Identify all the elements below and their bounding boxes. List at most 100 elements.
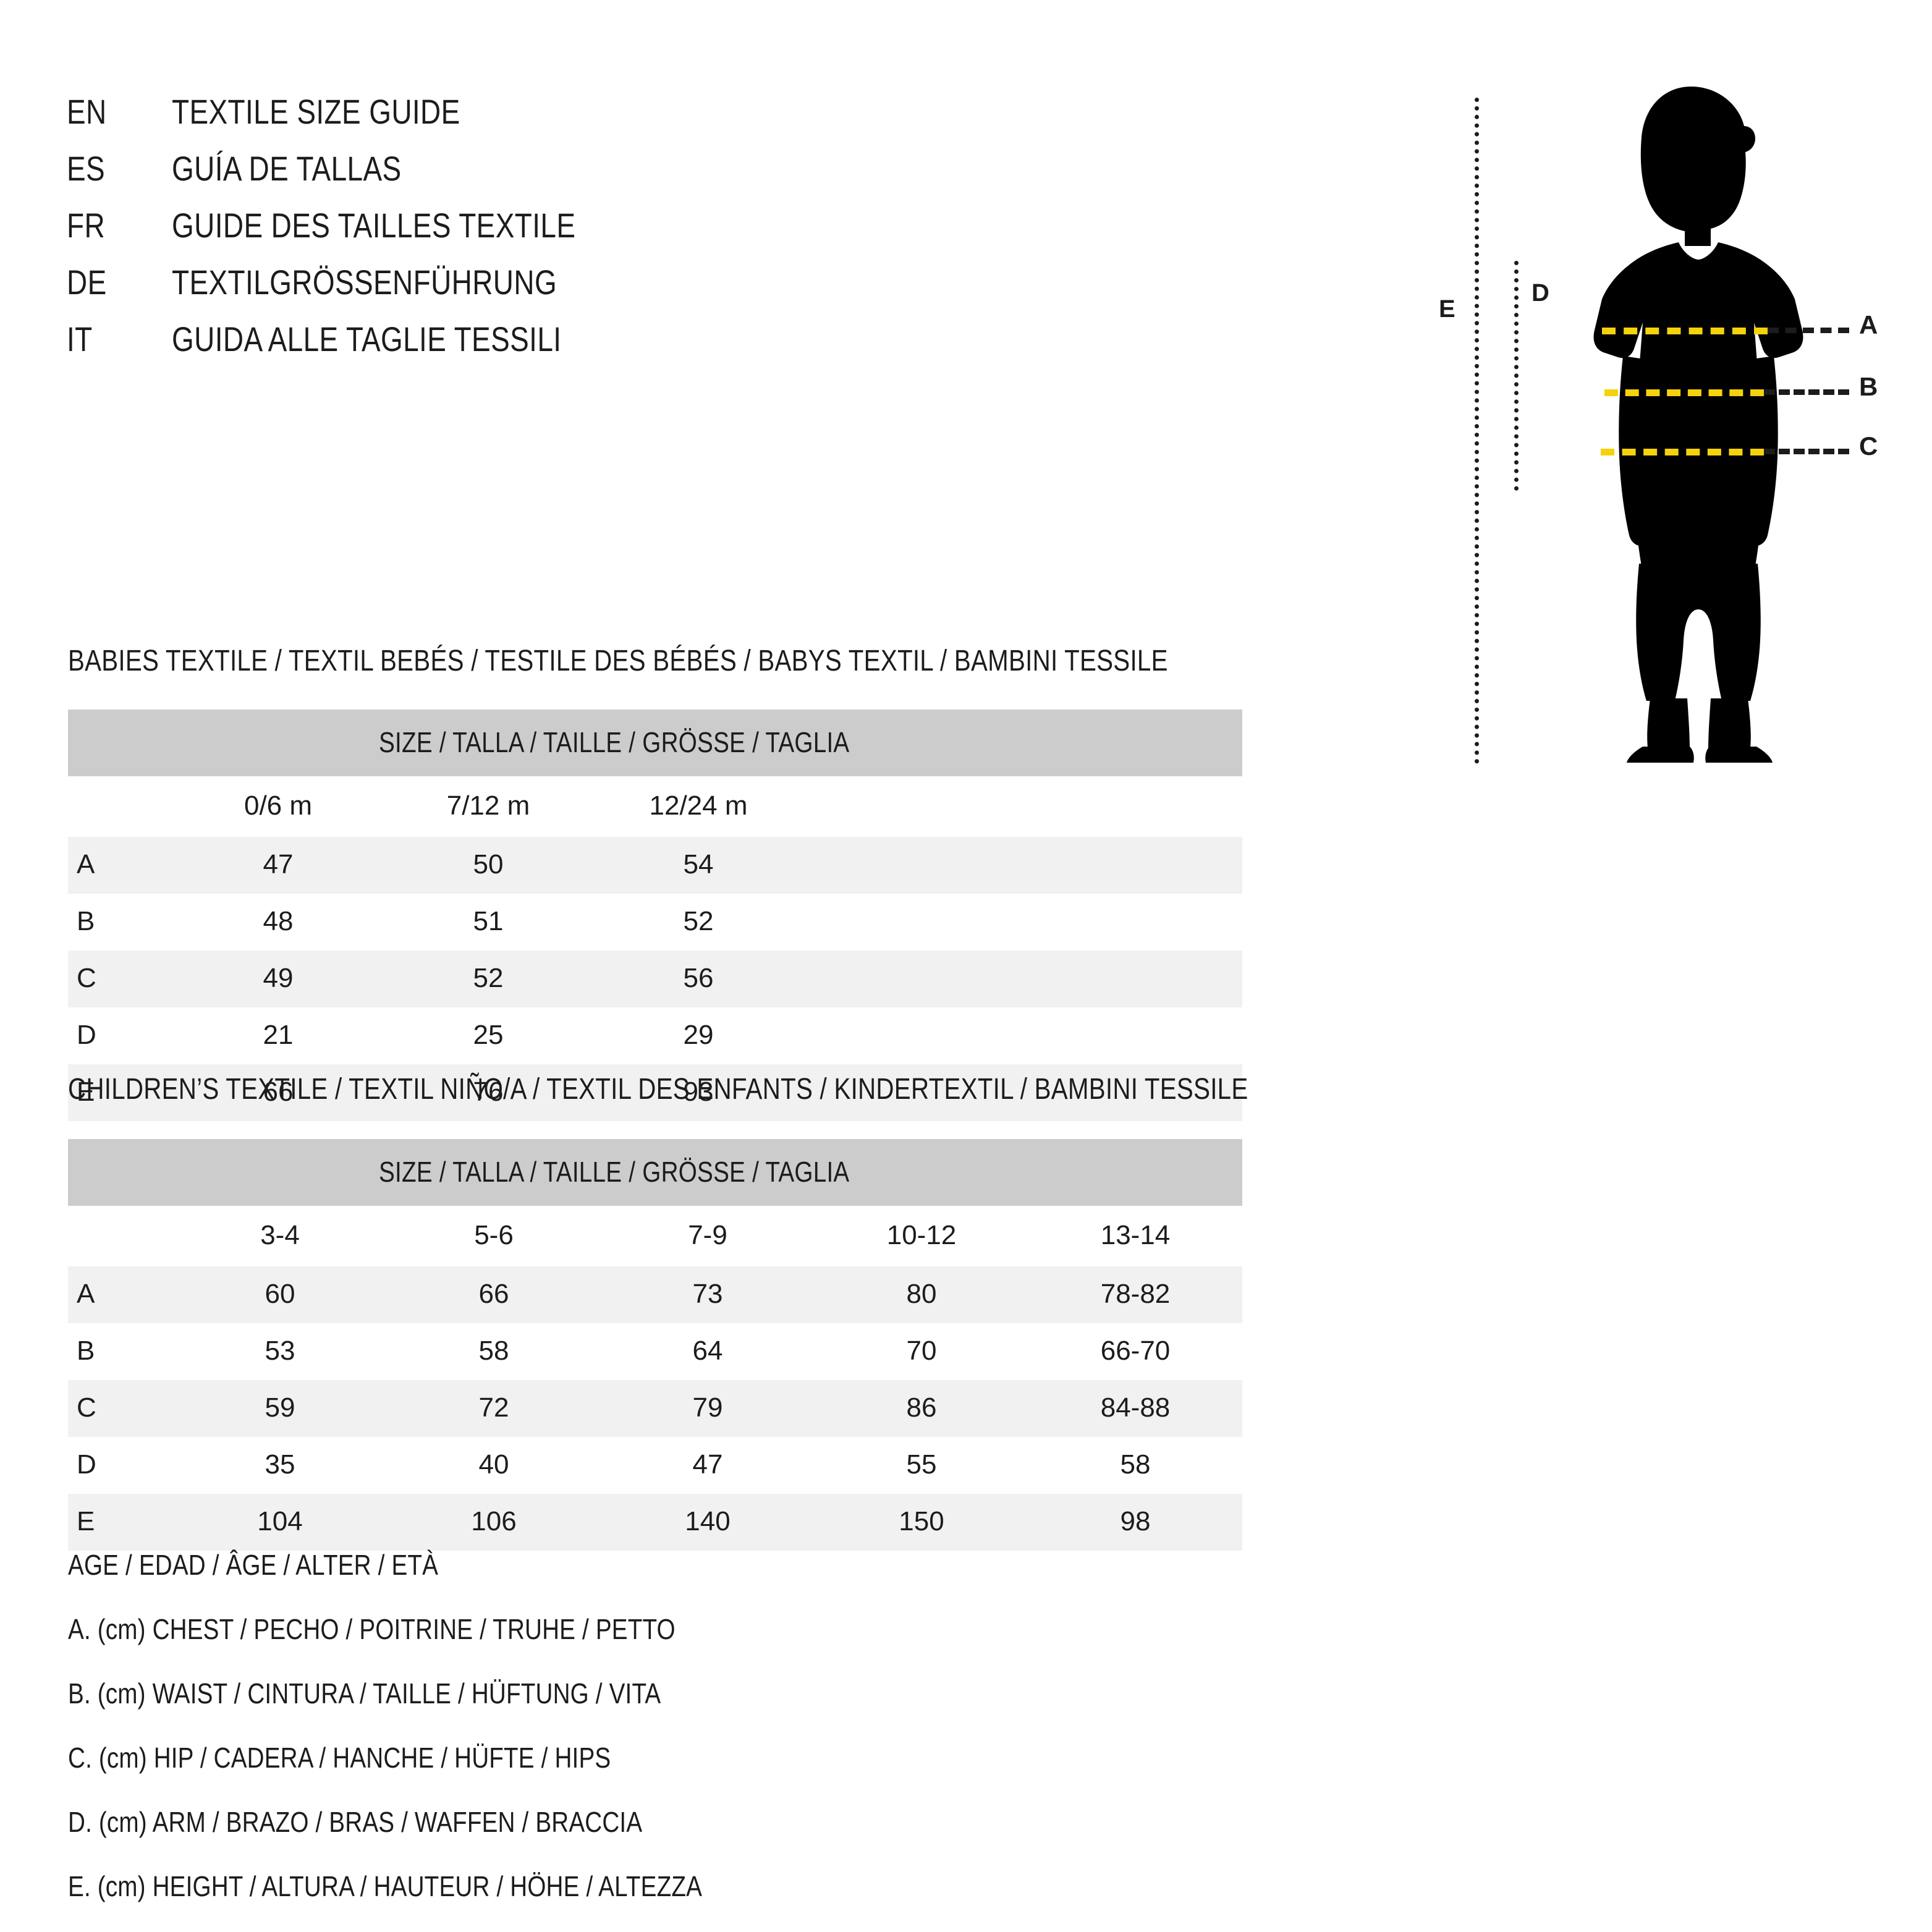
children-cell-c-3: 86 (815, 1380, 1028, 1437)
children-cell-d-2: 47 (601, 1437, 815, 1494)
table-row: C 59 72 79 86 84-88 (68, 1380, 1243, 1437)
children-cell-a-4: 78-82 (1028, 1266, 1243, 1323)
babies-row-key-b: B (68, 894, 173, 951)
measure-label-a: A (1859, 310, 1878, 339)
babies-band-cell: SIZE / TALLA / TAILLE / GRÖSSE / TAGLIA (68, 710, 1243, 776)
title-row-de: DE TEXTILGRÖSSENFÜHRUNG (67, 262, 1241, 319)
children-cell-d-3: 55 (815, 1437, 1028, 1494)
babies-row-key-c: C (68, 951, 173, 1007)
table-row: A 60 66 73 80 78-82 (68, 1266, 1243, 1323)
arm-guide-line-d (1514, 261, 1519, 491)
chest-measure-dash-a (1602, 328, 1768, 334)
children-row-key-d: D (68, 1437, 173, 1494)
title-text-it: GUIDA ALLE TAGLIE TESSILI (172, 320, 562, 358)
children-band-label: SIZE / TALLA / TAILLE / GRÖSSE / TAGLIA (378, 1156, 850, 1188)
legend-text-d: D. (cm) ARM / BRAZO / BRAS / WAFFEN / BR… (68, 1806, 643, 1838)
children-cell-d-4: 58 (1028, 1437, 1243, 1494)
children-cell-a-3: 80 (815, 1266, 1028, 1323)
babies-cell-c-pad (803, 951, 1243, 1007)
legend-text-a: A. (cm) CHEST / PECHO / POITRINE / TRUHE… (68, 1613, 676, 1645)
babies-cell-e-pad (803, 1064, 1243, 1121)
lang-code-de: DE (67, 263, 107, 302)
children-cell-c-1: 72 (387, 1380, 601, 1437)
children-cell-e-4: 98 (1028, 1494, 1243, 1551)
children-col-head-1: 5-6 (387, 1206, 601, 1266)
title-text-de: TEXTILGRÖSSENFÜHRUNG (172, 263, 557, 302)
babies-band-label: SIZE / TALLA / TAILLE / GRÖSSE / TAGLIA (378, 726, 850, 758)
language-title-block: EN TEXTILE SIZE GUIDE ES GUÍA DE TALLAS … (67, 91, 1241, 376)
legend-row-d: D. (cm) ARM / BRAZO / BRAS / WAFFEN / BR… (68, 1790, 1304, 1854)
children-cell-e-0: 104 (173, 1494, 387, 1551)
children-size-table: SIZE / TALLA / TAILLE / GRÖSSE / TAGLIA … (68, 1139, 1243, 1551)
legend-row-e: E. (cm) HEIGHT / ALTURA / HAUTEUR / HÖHE… (68, 1854, 1304, 1918)
children-cell-e-3: 150 (815, 1494, 1028, 1551)
children-cell-b-0: 53 (173, 1323, 387, 1380)
legend-text-c: C. (cm) HIP / CADERA / HANCHE / HÜFTE / … (68, 1742, 611, 1774)
children-col-head-0: 3-4 (173, 1206, 387, 1266)
legend-row-a: A. (cm) CHEST / PECHO / POITRINE / TRUHE… (68, 1597, 1304, 1661)
babies-col-head-2: 12/24 m (593, 776, 803, 837)
babies-cell-d-1: 25 (383, 1007, 593, 1064)
children-row-key-a: A (68, 1266, 173, 1323)
babies-section-title: BABIES TEXTILE / TEXTIL BEBÉS / TESTILE … (68, 645, 1168, 677)
children-cell-c-4: 84-88 (1028, 1380, 1243, 1437)
children-cell-d-0: 35 (173, 1437, 387, 1494)
babies-cell-a-1: 50 (383, 837, 593, 894)
table-row: E 66 76 93 (68, 1064, 1243, 1121)
title-row-it: IT GUIDA ALLE TAGLIE TESSILI (67, 319, 1241, 376)
children-row-key-b: B (68, 1323, 173, 1380)
table-row: E 104 106 140 150 98 (68, 1494, 1243, 1551)
children-column-header-row: 3-4 5-6 7-9 10-12 13-14 (68, 1206, 1243, 1266)
children-corner-cell (68, 1206, 173, 1266)
hip-measure-dash-c (1601, 449, 1764, 455)
babies-cell-b-1: 51 (383, 894, 593, 951)
measure-label-c: C (1859, 431, 1878, 460)
legend-text-e: E. (cm) HEIGHT / ALTURA / HAUTEUR / HÖHE… (68, 1870, 703, 1902)
babies-cell-d-2: 29 (593, 1007, 803, 1064)
children-cell-a-2: 73 (601, 1266, 815, 1323)
babies-cell-b-pad (803, 894, 1243, 951)
babies-cell-b-0: 48 (173, 894, 383, 951)
children-row-key-c: C (68, 1380, 173, 1437)
children-cell-e-2: 140 (601, 1494, 815, 1551)
children-section-title: CHILDREN’S TEXTILE / TEXTIL NIÑO/A / TEX… (68, 1073, 1248, 1106)
babies-col-head-0: 0/6 m (173, 776, 383, 837)
legend-text-age: AGE / EDAD / ÂGE / ALTER / ETÀ (68, 1549, 439, 1581)
children-cell-a-0: 60 (173, 1266, 387, 1323)
legend-text-b: B. (cm) WAIST / CINTURA / TAILLE / HÜFTU… (68, 1677, 661, 1710)
table-row: D 35 40 47 55 58 (68, 1437, 1243, 1494)
children-col-head-2: 7-9 (601, 1206, 815, 1266)
title-text-es: GUÍA DE TALLAS (172, 149, 402, 188)
children-cell-b-3: 70 (815, 1323, 1028, 1380)
table-row: A 47 50 54 (68, 837, 1243, 894)
babies-cell-c-0: 49 (173, 951, 383, 1007)
children-cell-a-1: 66 (387, 1266, 601, 1323)
children-cell-b-2: 64 (601, 1323, 815, 1380)
babies-cell-c-1: 52 (383, 951, 593, 1007)
leader-line-a (1768, 328, 1849, 333)
legend-row-age: AGE / EDAD / ÂGE / ALTER / ETÀ (68, 1533, 1304, 1597)
babies-cell-a-0: 47 (173, 837, 383, 894)
babies-cell-d-pad (803, 1007, 1243, 1064)
children-col-head-4: 13-14 (1028, 1206, 1243, 1266)
table-row: C 49 52 56 (68, 951, 1243, 1007)
measure-label-e: E (1439, 295, 1455, 323)
babies-column-header-row: 0/6 m 7/12 m 12/24 m (68, 776, 1243, 837)
babies-row-key-e: E (68, 1064, 173, 1121)
babies-cell-c-2: 56 (593, 951, 803, 1007)
children-cell-c-2: 79 (601, 1380, 815, 1437)
leader-line-c (1764, 449, 1849, 454)
babies-cell-e-2: 93 (593, 1064, 803, 1121)
title-row-en: EN TEXTILE SIZE GUIDE (67, 91, 1241, 148)
babies-table-band-row: SIZE / TALLA / TAILLE / GRÖSSE / TAGLIA (68, 710, 1243, 776)
title-row-es: ES GUÍA DE TALLAS (67, 148, 1241, 205)
waist-measure-dash-b (1604, 389, 1764, 396)
babies-corner-cell (68, 776, 173, 837)
measure-label-b: B (1859, 372, 1878, 401)
babies-cell-d-0: 21 (173, 1007, 383, 1064)
children-col-head-3: 10-12 (815, 1206, 1028, 1266)
children-row-key-e: E (68, 1494, 173, 1551)
measure-label-d: D (1532, 279, 1549, 307)
children-table-band-row: SIZE / TALLA / TAILLE / GRÖSSE / TAGLIA (68, 1139, 1243, 1206)
babies-row-key-d: D (68, 1007, 173, 1064)
